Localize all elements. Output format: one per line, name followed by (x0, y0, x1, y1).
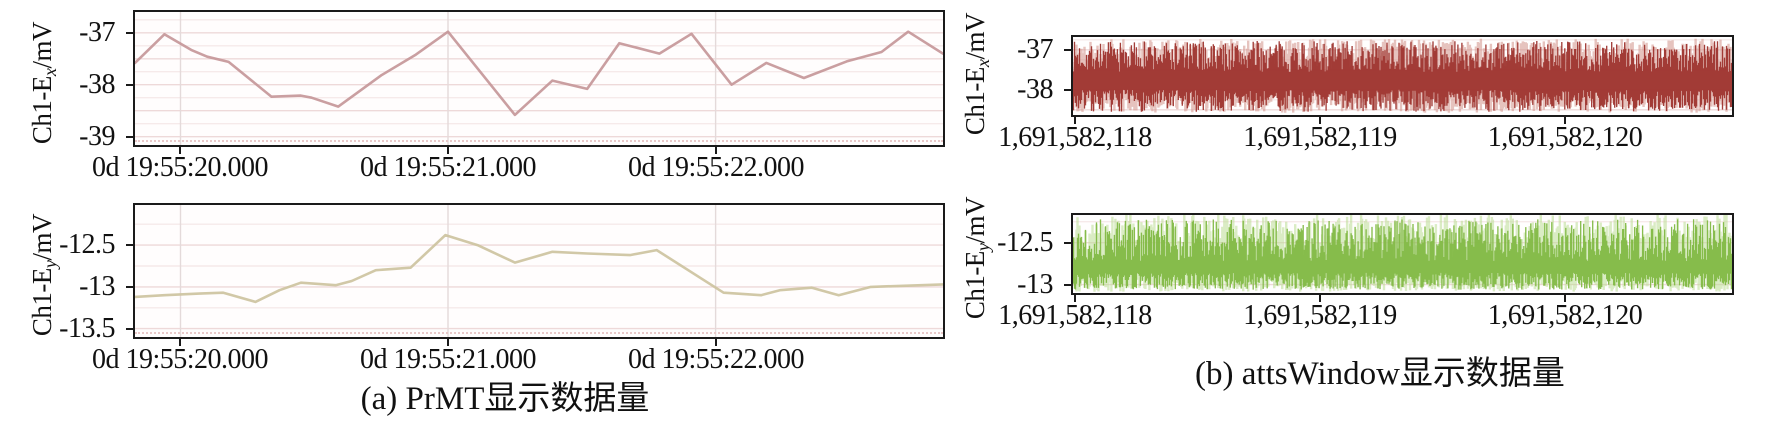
y-tick-mark (126, 286, 135, 288)
x-tick-mark (715, 145, 717, 154)
caption-b: (b) attsWindow显示数据量 (1195, 356, 1565, 392)
line-chart-prmt-ey (135, 205, 943, 337)
y-tick-mark (1064, 284, 1073, 286)
plot-area-atts-ey (1071, 213, 1734, 295)
x-tick-label: 1,691,582,120 (1487, 122, 1643, 153)
line-chart-prmt-ex (135, 12, 943, 145)
x-tick-label: 1,691,582,118 (998, 300, 1152, 331)
y-tick-mark (126, 136, 135, 138)
x-tick-mark (1564, 115, 1566, 124)
dotted-gridline (135, 140, 943, 142)
y-tick-mark (126, 84, 135, 86)
caption-a: (a) PrMT显示数据量 (360, 381, 650, 417)
y-tick-mark (1064, 89, 1073, 91)
y-tick-label: -37 (79, 17, 115, 48)
noise-chart-atts-ex (1073, 38, 1732, 113)
x-tick-label: 0d 19:55:21.000 (359, 152, 537, 183)
x-tick-mark (1074, 293, 1076, 302)
y-tick-label: -13 (79, 271, 115, 302)
plot-area-prmt-ex (133, 10, 945, 147)
x-tick-mark (1074, 115, 1076, 124)
x-tick-mark (1319, 115, 1321, 124)
x-tick-label: 0d 19:55:20.000 (91, 152, 269, 183)
dotted-gridline (135, 332, 943, 334)
x-tick-mark (1564, 293, 1566, 302)
x-tick-mark (447, 145, 449, 154)
y-tick-label: -38 (79, 69, 115, 100)
x-tick-mark (179, 337, 181, 346)
y-tick-mark (1064, 242, 1073, 244)
y-tick-mark (1064, 49, 1073, 51)
y-tick-label: -13 (1017, 269, 1053, 300)
y-tick-label: -13.5 (59, 313, 115, 344)
x-tick-mark (447, 337, 449, 346)
y-tick-label: -37 (1017, 34, 1053, 65)
x-tick-label: 0d 19:55:22.000 (627, 152, 805, 183)
y-tick-label: -38 (1017, 74, 1053, 105)
x-tick-label: 0d 19:55:22.000 (627, 344, 805, 375)
x-tick-mark (179, 145, 181, 154)
noise-chart-atts-ey (1073, 215, 1732, 292)
y-tick-label: -12.5 (997, 227, 1053, 258)
x-tick-mark (1319, 293, 1321, 302)
x-tick-label: 1,691,582,118 (998, 122, 1152, 153)
plot-area-atts-ex (1071, 35, 1734, 117)
x-tick-label: 1,691,582,120 (1487, 300, 1643, 331)
x-tick-label: 0d 19:55:20.000 (91, 344, 269, 375)
y-tick-label: -39 (79, 121, 115, 152)
y-tick-label: -12.5 (59, 229, 115, 260)
x-tick-label: 0d 19:55:21.000 (359, 344, 537, 375)
y-tick-mark (126, 32, 135, 34)
x-tick-label: 1,691,582,119 (1243, 122, 1397, 153)
y-tick-mark (126, 244, 135, 246)
y-tick-mark (126, 328, 135, 330)
plot-area-prmt-ey (133, 203, 945, 339)
x-tick-label: 1,691,582,119 (1243, 300, 1397, 331)
x-tick-mark (715, 337, 717, 346)
